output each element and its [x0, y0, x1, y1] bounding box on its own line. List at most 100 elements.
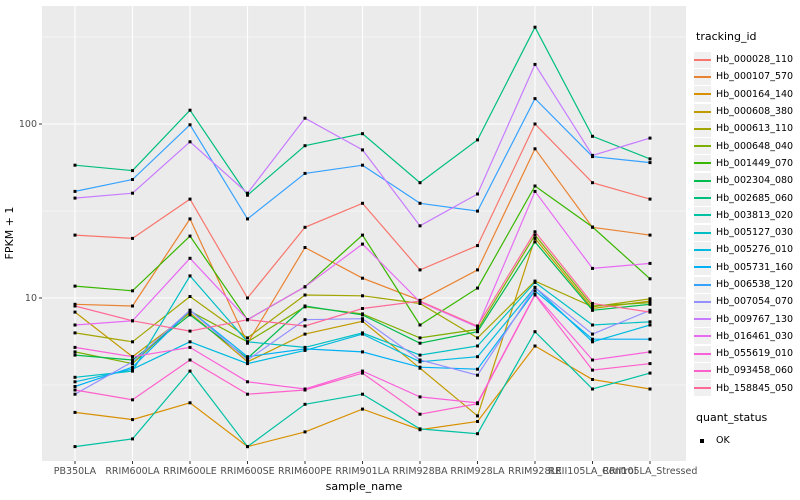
data-point — [476, 432, 479, 436]
data-point — [361, 242, 364, 246]
data-point — [188, 340, 192, 344]
data-point — [303, 285, 307, 289]
y-axis-tick-labels: 10 100 — [19, 119, 37, 304]
data-point — [73, 189, 77, 193]
data-point — [303, 144, 307, 148]
x-axis-tick-labels: PB350LA RRIM600LA RRIM600LE RRIM600SE RRIM60… — [54, 466, 698, 477]
data-point — [361, 201, 364, 205]
data-point — [246, 380, 249, 384]
data-point — [188, 308, 192, 312]
data-point — [246, 362, 249, 366]
data-point — [246, 217, 249, 221]
data-point — [303, 324, 307, 328]
data-point — [418, 323, 422, 327]
legend-item-Hb_005731_160: Hb_005731_160 — [694, 259, 800, 276]
legend-item-label: Hb_002304_080 — [716, 175, 794, 187]
data-point — [476, 244, 479, 248]
legend-key-line — [694, 93, 711, 96]
data-point — [648, 157, 652, 161]
data-point — [73, 410, 77, 414]
data-point — [533, 97, 537, 101]
data-point — [188, 345, 192, 349]
data-point — [591, 340, 594, 344]
data-point — [418, 302, 422, 305]
data-point — [246, 445, 249, 449]
data-point — [73, 331, 77, 335]
data-point — [73, 385, 77, 388]
legend-item-Hb_005276_010: Hb_005276_010 — [694, 241, 800, 258]
legend-item-quant-OK: OK — [694, 432, 800, 449]
data-point — [361, 276, 364, 280]
data-point — [361, 307, 364, 310]
data-point — [361, 392, 364, 396]
data-point — [73, 163, 77, 167]
legend-key-swatch — [694, 362, 711, 379]
data-point — [73, 310, 77, 314]
data-point — [246, 191, 249, 195]
data-point — [303, 388, 307, 392]
data-point — [648, 161, 652, 165]
legend-item-label: Hb_000613_110 — [716, 123, 794, 135]
data-point — [476, 330, 479, 334]
x-tick-label: RRIM600PE — [278, 466, 332, 477]
legend-key-swatch — [694, 138, 711, 155]
data-point — [188, 295, 192, 298]
legend-item-Hb_055619_010: Hb_055619_010 — [694, 345, 800, 362]
x-axis-title: sample_name — [326, 480, 403, 493]
data-point — [188, 369, 192, 373]
axis-tick-marks — [39, 123, 651, 464]
x-tick-label: RRIM600LE — [163, 466, 217, 477]
data-point — [418, 365, 422, 369]
legend-item-label: Hb_000648_040 — [716, 140, 794, 152]
data-point — [361, 233, 364, 237]
data-point — [476, 414, 479, 418]
x-tick-label: RRIM600SE — [220, 466, 274, 477]
data-point — [361, 332, 364, 336]
legend-key-swatch — [694, 86, 711, 103]
legend-item-label: Hb_000028_110 — [716, 54, 794, 66]
data-point — [476, 355, 479, 359]
legend-title-quant-status: quant_status — [696, 410, 768, 424]
data-point — [533, 289, 537, 293]
legend-key-line — [694, 197, 711, 200]
data-point — [131, 304, 134, 308]
legend-key-line — [694, 231, 711, 234]
x-tick-label: RRIM928LA — [450, 466, 505, 477]
data-point — [648, 308, 652, 312]
legend-key-swatch — [694, 190, 711, 207]
legend-item-label: Hb_007054_070 — [716, 296, 794, 308]
x-tick-label: RRIM928BA — [392, 466, 448, 477]
legend-key-line — [694, 318, 711, 321]
data-point — [303, 304, 307, 308]
data-point — [648, 277, 652, 281]
legend-item-Hb_006538_120: Hb_006538_120 — [694, 276, 800, 293]
data-point — [418, 358, 422, 362]
data-point — [418, 360, 422, 364]
data-point — [303, 402, 307, 406]
data-point — [533, 62, 537, 66]
data-point — [188, 140, 192, 144]
data-point — [418, 395, 422, 399]
data-point — [648, 320, 652, 324]
data-point — [361, 163, 364, 167]
data-point — [361, 148, 364, 152]
data-point — [188, 234, 192, 238]
data-point — [246, 358, 249, 362]
data-point — [533, 122, 537, 126]
data-point — [246, 336, 249, 340]
data-point — [533, 147, 537, 151]
data-point — [591, 358, 594, 362]
data-point — [131, 319, 134, 323]
data-point — [131, 289, 134, 293]
legend-key-swatch — [694, 293, 711, 310]
legend-key-swatch — [694, 311, 711, 328]
data-point — [648, 297, 652, 301]
legend-panel: tracking_id Hb_000028_110 Hb_000107_570 Hb… — [694, 30, 800, 449]
data-point — [591, 302, 594, 305]
data-point — [73, 323, 77, 327]
data-point — [246, 340, 249, 344]
legend-key-swatch — [694, 276, 711, 293]
legend-item-Hb_003813_020: Hb_003813_020 — [694, 207, 800, 224]
data-point — [303, 347, 307, 351]
